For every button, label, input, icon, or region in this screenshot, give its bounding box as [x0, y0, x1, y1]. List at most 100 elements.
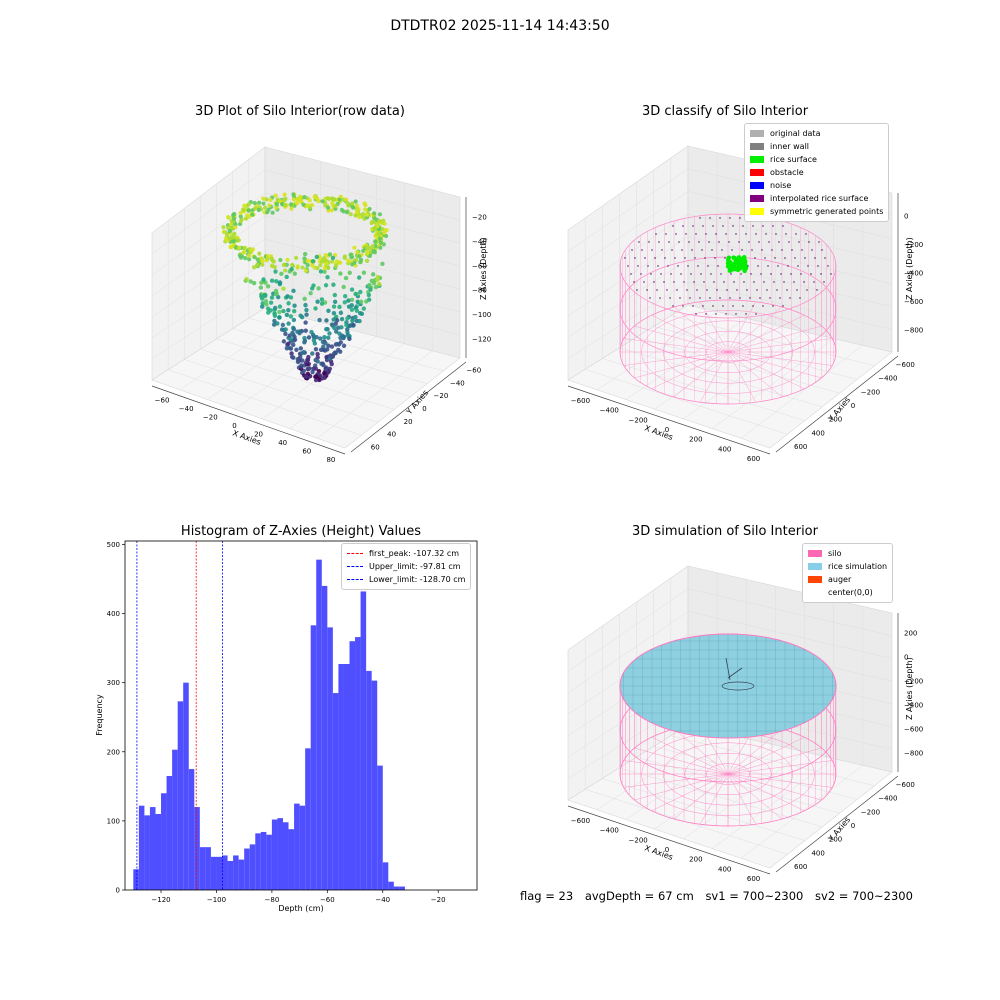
z-tick-label: −600: [904, 298, 923, 306]
histogram-bar: [199, 847, 206, 890]
y-tick-label: 200: [829, 836, 842, 844]
data-point: [285, 257, 290, 262]
interp-point: [756, 289, 758, 291]
panel4-z-ticks: 200 0 −200 −400 −600 −800: [904, 629, 923, 757]
panel1-z-label: Z Axies (Depth): [479, 237, 488, 300]
data-point: [314, 254, 320, 260]
data-point: [337, 304, 342, 310]
gridline: [234, 329, 349, 410]
interp-point: [640, 273, 642, 275]
data-point: [345, 327, 350, 332]
interp-point: [707, 265, 709, 267]
histogram-bar: [377, 765, 383, 890]
data-point: [288, 314, 294, 319]
data-point: [292, 303, 297, 308]
histogram-bar: [205, 847, 211, 890]
data-point: [246, 202, 251, 207]
panel2-x-ticks: −600 −400 −200 0 200 400 600: [571, 397, 760, 463]
gridline: [567, 213, 893, 295]
interp-point: [782, 225, 784, 227]
interp-point: [820, 273, 822, 275]
interp-point: [769, 297, 771, 299]
gridline: [585, 369, 788, 435]
data-point: [354, 210, 359, 215]
data-point: [373, 284, 379, 290]
data-point: [322, 269, 327, 274]
interp-point: [710, 273, 712, 275]
data-point: [281, 286, 286, 291]
interp-point: [715, 233, 717, 235]
data-point: [235, 235, 240, 240]
data-point: [302, 338, 308, 344]
interp-point: [755, 233, 757, 235]
data-point: [347, 270, 352, 276]
silo-floor-spoke: [727, 773, 822, 801]
data-point: [305, 357, 310, 363]
z-tick-label: 0: [904, 653, 908, 661]
interp-point: [823, 281, 825, 283]
gridline: [683, 751, 805, 840]
x-tick-label: 200: [689, 436, 702, 444]
legend-entry: center(0,0): [808, 586, 887, 599]
data-point: [326, 205, 331, 210]
data-point: [247, 214, 252, 219]
silo-floor-spoke: [623, 338, 729, 353]
interp-point: [746, 289, 748, 291]
data-point: [251, 264, 257, 270]
data-point: [246, 208, 251, 213]
interp-point: [677, 265, 679, 267]
data-point: [238, 218, 244, 224]
legend-label: first_peak: -107.32 cm: [369, 549, 460, 558]
data-point: [277, 280, 283, 285]
interp-point: [663, 281, 665, 283]
data-point: [315, 359, 320, 364]
interp-point: [668, 241, 670, 243]
interp-point: [785, 233, 787, 235]
data-point: [322, 334, 327, 340]
data-point: [273, 305, 278, 311]
legend-swatch: [808, 563, 822, 570]
data-point: [263, 205, 268, 210]
data-point: [287, 333, 292, 338]
interp-point: [643, 281, 645, 283]
legend-swatch: [750, 130, 764, 137]
data-point: [337, 197, 342, 202]
data-point: [292, 271, 298, 276]
silo-floor-spoke: [699, 301, 729, 353]
interp-point: [692, 305, 694, 307]
interp-point: [763, 281, 765, 283]
data-point: [380, 261, 385, 267]
panel4-rice-simulation: [619, 633, 837, 739]
data-point: [297, 329, 303, 334]
data-point: [310, 262, 315, 268]
interp-point: [732, 225, 734, 227]
data-point: [353, 291, 358, 297]
interp-point: [795, 233, 797, 235]
interp-point: [701, 249, 703, 251]
interp-point: [794, 257, 796, 259]
silo-floor-spoke: [651, 773, 729, 811]
silo-floor-spoke: [634, 325, 729, 353]
gridline: [567, 191, 893, 274]
interp-point: [679, 297, 681, 299]
histogram-bar: [310, 625, 317, 890]
interp-point: [661, 249, 663, 251]
panel1-x-ticks: −60 −40 −20 0 20 40 60 80: [155, 396, 336, 464]
x-tick-label: −20: [203, 413, 218, 421]
panel3-title: Histogram of Z-Axies (Height) Values: [180, 524, 422, 539]
interp-point: [654, 257, 656, 259]
interp-point: [801, 249, 803, 251]
data-point: [356, 275, 362, 280]
data-point: [305, 262, 310, 268]
data-point: [240, 207, 246, 212]
interp-point: [732, 305, 734, 307]
data-point: [270, 210, 275, 215]
legend-label: obstacle: [770, 168, 804, 177]
z-tick-label: −120: [472, 335, 491, 343]
panel1-z-ticks: −20 −40 −60 −80 −100 −120: [472, 214, 491, 344]
interp-point: [630, 273, 632, 275]
interp-point: [787, 265, 789, 267]
interp-point: [806, 289, 808, 291]
histogram-bar: [299, 805, 306, 890]
data-point: [252, 255, 257, 260]
